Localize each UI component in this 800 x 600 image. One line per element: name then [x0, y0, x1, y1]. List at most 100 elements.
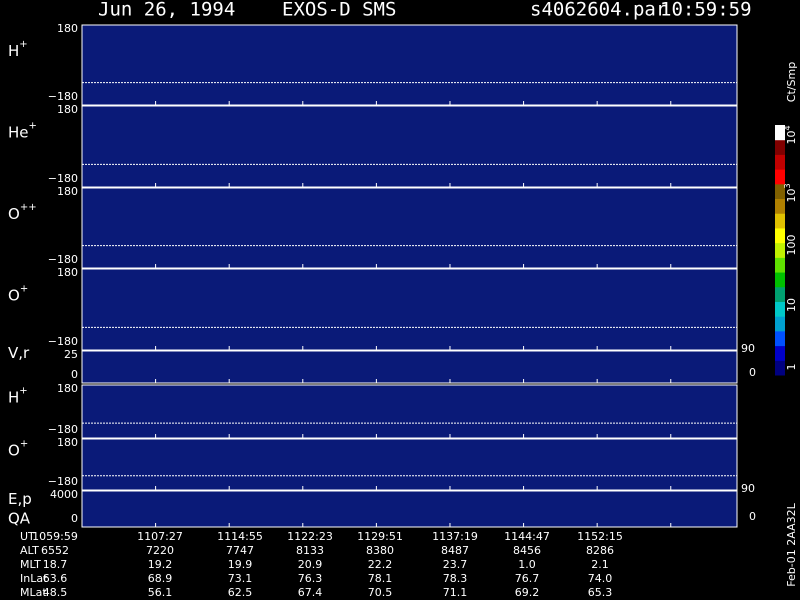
colorbar-cell: [775, 198, 785, 214]
colorbar-cell: [775, 154, 785, 170]
panel: [81, 490, 738, 528]
cell: 74.0: [588, 572, 613, 585]
colorbar-tick-base: 10: [785, 131, 798, 145]
cell: 18.7: [43, 558, 68, 571]
colorbar-tick-sup: 4: [783, 125, 792, 130]
panel-label-text: He: [8, 123, 29, 141]
panel-label-sup: +: [20, 284, 28, 295]
cell: 8133: [296, 544, 324, 557]
y-tick-label: 0: [71, 368, 78, 381]
y2-tick-label: 90: [741, 482, 755, 495]
cell: 56.1: [148, 586, 173, 599]
colorbar-tick-base: 100: [785, 235, 798, 256]
row-label: UT: [20, 530, 35, 543]
panel: [81, 384, 738, 439]
panel-label-sup: +: [20, 439, 28, 450]
panel-label-sup: +: [29, 121, 37, 132]
cell: 78.1: [368, 572, 393, 585]
y-tick-label: 25: [64, 348, 78, 361]
colorbar-tick-base: 10: [785, 189, 798, 203]
cell: 2.1: [591, 558, 609, 571]
colorbar-cell: [775, 301, 785, 317]
panel: [81, 187, 738, 269]
y-tick-label: −180: [48, 172, 78, 185]
colorbar-tick-base: 10: [785, 298, 798, 312]
panel-label-2: QA: [8, 510, 31, 528]
cell: 20.9: [298, 558, 323, 571]
y-tick-label: 180: [57, 436, 78, 449]
colorbar-tick-base: 1: [785, 364, 798, 371]
panel-label: H+: [8, 386, 28, 407]
colorbar-cell: [775, 286, 785, 302]
cell: 6552: [41, 544, 69, 557]
y-tick-label: −180: [48, 90, 78, 103]
cell: 70.5: [368, 586, 393, 599]
colorbar-cell: [775, 227, 785, 244]
cell: 1107:27: [137, 530, 183, 543]
colorbar-tick: 104: [783, 125, 799, 144]
colorbar-cell: [775, 169, 785, 185]
y-tick-label: 180: [57, 185, 78, 198]
y2-tick-label: 90: [741, 342, 755, 355]
row-label: ALT: [20, 544, 39, 557]
colorbar-cell: [775, 242, 785, 258]
panel-label: V,r: [8, 344, 30, 362]
cell: 65.3: [588, 586, 613, 599]
panel-label-sup: ++: [20, 202, 37, 213]
cell: 73.1: [228, 572, 253, 585]
cell: 1137:19: [432, 530, 478, 543]
time: 10:59:59: [660, 0, 752, 21]
panel: [81, 438, 738, 491]
instrument: EXOS-D SMS: [282, 0, 396, 21]
colorbar-tick: 10: [785, 298, 798, 312]
y-tick-label: −180: [48, 423, 78, 436]
cell: 78.3: [443, 572, 468, 585]
y-tick-label: 180: [57, 22, 78, 35]
cell: 1144:47: [504, 530, 550, 543]
cell: 8286: [586, 544, 614, 557]
row-label: InLat: [20, 572, 48, 585]
colorbar-title: Ct/Smp: [785, 62, 798, 102]
cell: 63.6: [43, 572, 68, 585]
colorbar-cell: [775, 125, 785, 141]
cell: 8456: [513, 544, 541, 557]
colorbar-cell: [775, 360, 785, 376]
colorbar-cell: [775, 345, 785, 361]
panel-label-sup: +: [19, 386, 27, 397]
colorbar-cell: [775, 257, 785, 273]
panel-label: O+: [8, 284, 28, 305]
cell: 7220: [146, 544, 174, 557]
cell: 62.5: [228, 586, 253, 599]
y-tick-label: −180: [48, 335, 78, 348]
colorbar-cell: [775, 330, 785, 347]
cell: 68.9: [148, 572, 173, 585]
panel: [81, 105, 738, 188]
cell: 1152:15: [577, 530, 623, 543]
panel-label: O++: [8, 202, 37, 223]
colorbar-cell: [775, 272, 785, 288]
panel-label: O+: [8, 439, 28, 460]
panel: [81, 24, 738, 106]
y-tick-label: 4000: [50, 488, 78, 501]
footer: Feb-01 2AA32L: [785, 502, 798, 586]
colorbar-tick-sup: 3: [783, 183, 792, 188]
cell: 71.1: [443, 586, 468, 599]
cell: 76.7: [515, 572, 540, 585]
panel-label-text: O: [8, 441, 20, 459]
y-tick-label: 0: [71, 512, 78, 525]
row-label: MLat: [20, 586, 47, 599]
colorbar-tick: 103: [783, 183, 799, 202]
cell: 23.7: [443, 558, 468, 571]
panel: [81, 268, 738, 351]
colorbar-cell: [775, 183, 785, 200]
cell: 1114:55: [217, 530, 263, 543]
colorbar-cell: [775, 139, 785, 155]
panel-label-text: V,r: [8, 344, 30, 362]
cell: 7747: [226, 544, 254, 557]
row-label: MLT: [20, 558, 41, 571]
y-tick-label: 180: [57, 103, 78, 116]
colorbar-tick: 1: [785, 364, 798, 371]
cell: 67.4: [298, 586, 323, 599]
panel-label-text: O: [8, 286, 20, 304]
